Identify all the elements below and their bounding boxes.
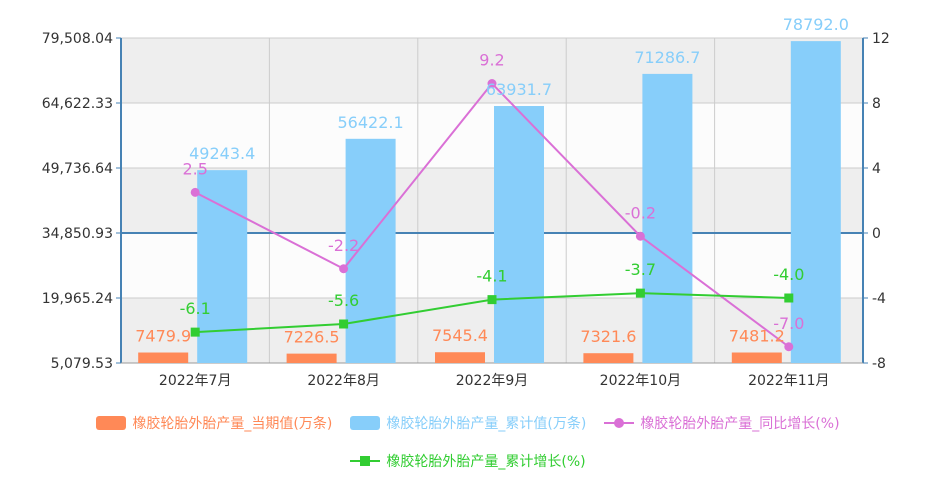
- x-tick-label: 2022年10月: [600, 373, 681, 389]
- point-cum-growth: [339, 319, 349, 329]
- label-cumulative: 49243.4: [189, 144, 255, 163]
- bar-cumulative: [197, 170, 248, 363]
- right-tick-label: -8: [872, 356, 886, 372]
- right-tick-label: 8: [872, 96, 881, 112]
- bar-current: [583, 353, 634, 363]
- legend-label-current: 橡胶轮胎外胎产量_当期值(万条): [132, 416, 333, 432]
- point-yoy: [487, 79, 497, 88]
- left-tick-label: 64,622.33: [42, 96, 113, 112]
- point-cum-growth: [635, 288, 645, 298]
- label-current: 7479.9: [135, 327, 191, 346]
- bar-current: [435, 352, 485, 363]
- legend-item-yoy[interactable]: 橡胶轮胎外胎产量_同比增长(%): [604, 413, 840, 433]
- label-yoy: -0.2: [625, 203, 656, 222]
- label-cum-growth: -6.1: [180, 299, 211, 318]
- point-cum-growth: [190, 327, 200, 337]
- plot-band: [121, 103, 863, 168]
- label-cumulative: 71286.7: [634, 48, 700, 67]
- legend-item-cum-growth[interactable]: 橡胶轮胎外胎产量_累计增长(%): [350, 451, 586, 471]
- point-yoy: [635, 231, 645, 241]
- point-yoy: [190, 187, 200, 197]
- label-yoy: 2.5: [182, 159, 207, 178]
- bar-current: [138, 352, 189, 363]
- label-cumulative: 63931.7: [486, 80, 552, 99]
- left-tick-label: 49,736.64: [42, 161, 113, 177]
- label-cum-growth: -4.0: [773, 265, 804, 284]
- legend-swatch-cumulative: [350, 416, 381, 430]
- label-current: 7226.5: [284, 328, 340, 347]
- plot-band: [121, 38, 863, 103]
- bar-current: [286, 353, 337, 363]
- label-cum-growth: -3.7: [625, 260, 656, 279]
- label-current: 7321.6: [580, 327, 636, 346]
- left-tick-label: 79,508.04: [42, 31, 113, 47]
- label-current: 7545.4: [432, 326, 488, 345]
- point-yoy: [784, 342, 794, 352]
- label-cum-growth: -4.1: [476, 267, 507, 286]
- bar-cumulative: [642, 73, 693, 363]
- x-tick-label: 2022年8月: [307, 373, 380, 389]
- legend-row-2: 橡胶轮胎外胎产量_累计增长(%): [0, 451, 936, 471]
- legend-swatch-current: [96, 416, 127, 430]
- left-tick-label: 19,965.24: [42, 291, 113, 307]
- bar-current: [731, 352, 782, 363]
- legend-label-yoy: 橡胶轮胎外胎产量_同比增长(%): [640, 416, 840, 432]
- legend-swatch-yoy: [604, 416, 635, 430]
- legend-label-cumulative: 橡胶轮胎外胎产量_累计值(万条): [386, 416, 587, 432]
- left-tick-label: 5,079.53: [51, 356, 113, 372]
- legend-row-1: 橡胶轮胎外胎产量_当期值(万条) 橡胶轮胎外胎产量_累计值(万条) 橡胶轮胎外胎…: [0, 413, 936, 433]
- left-tick-label: 34,850.93: [42, 226, 113, 242]
- label-current: 7481.2: [729, 327, 785, 346]
- x-tick-label: 2022年9月: [456, 373, 529, 389]
- legend-label-cum-growth: 橡胶轮胎外胎产量_累计增长(%): [386, 454, 586, 470]
- right-tick-label: 0: [872, 226, 881, 242]
- point-yoy: [339, 264, 349, 274]
- x-tick-label: 2022年7月: [159, 373, 232, 389]
- right-tick-label: 12: [872, 31, 890, 47]
- point-cum-growth: [487, 295, 497, 305]
- bar-cumulative: [790, 41, 841, 364]
- bar-cumulative: [494, 106, 544, 363]
- label-cumulative: 56422.1: [338, 113, 404, 132]
- right-tick-label: 4: [872, 161, 881, 177]
- legend-item-current[interactable]: 橡胶轮胎外胎产量_当期值(万条): [96, 413, 332, 433]
- legend-item-cumulative[interactable]: 橡胶轮胎外胎产量_累计值(万条): [350, 413, 586, 433]
- legend-swatch-cum-growth: [350, 454, 381, 468]
- label-cum-growth: -5.6: [328, 291, 359, 310]
- label-yoy: 9.2: [479, 51, 504, 70]
- bar-cumulative: [345, 138, 396, 363]
- x-tick-label: 2022年11月: [748, 373, 829, 389]
- label-yoy: -2.2: [328, 236, 359, 255]
- label-cumulative: 78792.0: [783, 15, 849, 34]
- label-yoy: -7.0: [773, 314, 804, 333]
- right-tick-label: -4: [872, 291, 886, 307]
- point-cum-growth: [784, 293, 794, 303]
